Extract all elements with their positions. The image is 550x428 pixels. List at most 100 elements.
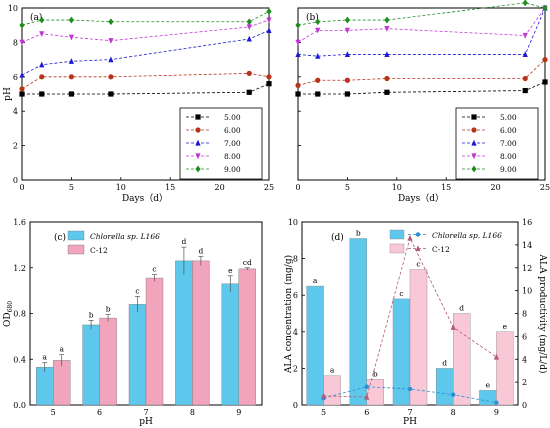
data-point — [384, 51, 390, 58]
legend-swatch-marker — [195, 139, 201, 146]
panel-c: (c) OD680 pH 0.0 0.4 0.8 1.2 1.6 5 a a 6 b b 7 c c 8 d d… — [3, 218, 263, 427]
panel-b-label: (b) — [306, 12, 319, 23]
productivity-point — [494, 400, 499, 405]
legend-marker — [415, 245, 421, 252]
legend-swatch-marker — [471, 114, 477, 120]
data-point — [266, 17, 272, 24]
legend-swatch-marker — [471, 127, 477, 133]
y2-tick-label: 12 — [522, 264, 532, 273]
data-point — [68, 58, 74, 64]
data-point — [542, 4, 548, 12]
data-point — [39, 16, 45, 24]
data-point — [384, 26, 390, 32]
significance-label: c — [399, 289, 403, 298]
y2-tick-label: 10 — [522, 287, 532, 296]
significance-label: e — [228, 266, 233, 275]
legend-label: Chlorella sp. L166 — [432, 231, 502, 240]
data-point — [344, 27, 350, 34]
x-tick-label: 7 — [143, 408, 148, 417]
legend-label: 6.00 — [500, 126, 517, 135]
y-tick-label: 0.4 — [13, 355, 26, 364]
legend-label: C-12 — [432, 245, 450, 254]
data-point — [295, 21, 301, 29]
data-point — [295, 91, 301, 97]
data-point — [108, 38, 114, 44]
data-point — [68, 34, 74, 41]
data-point — [68, 74, 74, 80]
y-tick-label: 4 — [293, 328, 298, 337]
x-tick-label: 8 — [190, 408, 195, 417]
bar — [479, 390, 497, 406]
productivity-point — [407, 386, 413, 392]
data-point — [542, 79, 548, 85]
x-tick-label: 5 — [69, 183, 74, 192]
x-tick-label: 5 — [51, 408, 56, 417]
bar — [99, 317, 117, 406]
significance-label: a — [42, 353, 47, 362]
panel-b-xlabel: Days（d） — [398, 193, 444, 204]
data-point — [522, 32, 528, 39]
bar — [145, 277, 164, 406]
y2-tick-label: 14 — [522, 241, 532, 250]
legend-label: 5.00 — [500, 113, 517, 122]
data-point — [295, 39, 301, 46]
y2-tick-label: 0 — [522, 401, 527, 410]
bar — [306, 285, 324, 406]
panel-c-xlabel: pH — [139, 417, 153, 427]
x-tick-label: 0 — [19, 183, 24, 192]
data-point — [19, 86, 25, 92]
x-tick-label: 25 — [264, 183, 274, 192]
data-point — [315, 91, 321, 97]
legend-label: 8.00 — [224, 152, 241, 161]
bar — [192, 260, 210, 406]
y-tick-label: 2 — [293, 364, 298, 373]
series-line — [297, 7, 546, 57]
productivity-point — [407, 234, 413, 241]
panel-a: (a) pH Days（d） 0 5 10 15 20 25 0 2 4 6 8 10 5.00 6.00… — [3, 4, 274, 204]
x-tick-label: 10 — [392, 183, 402, 192]
legend-label: 7.00 — [500, 139, 517, 148]
data-point — [68, 91, 74, 97]
data-point — [315, 27, 321, 34]
y-tick-label: 0 — [293, 401, 298, 410]
significance-label: c — [416, 260, 420, 269]
data-point — [108, 18, 114, 26]
y-tick-label: 10 — [288, 218, 298, 227]
significance-label: e — [486, 380, 491, 389]
data-point — [19, 91, 25, 97]
legend-label: Chlorella sp. L166 — [90, 232, 160, 241]
significance-label: a — [330, 366, 335, 375]
y-tick-label: 8 — [293, 255, 298, 264]
y-tick-label: 4 — [13, 107, 18, 116]
legend-label: 9.00 — [224, 165, 241, 174]
productivity-point — [364, 384, 369, 389]
x-tick-label: 0 — [295, 183, 300, 192]
x-tick-label: 5 — [321, 408, 326, 417]
legend-label: 8.00 — [500, 152, 517, 161]
legend-swatch-marker — [195, 165, 201, 173]
data-point — [246, 70, 252, 76]
y-tick-label: 6 — [13, 73, 18, 82]
x-tick-label: 9 — [236, 408, 241, 417]
panel-a-ylabel: pH — [3, 87, 13, 101]
data-point — [384, 75, 390, 82]
data-point — [522, 75, 528, 82]
y2-tick-label: 2 — [522, 378, 527, 387]
panel-d: (d) ALA concentration (mg/g) ALA product… — [283, 218, 548, 427]
legend-swatch-marker — [195, 153, 201, 160]
bar — [82, 324, 100, 406]
data-point — [266, 8, 272, 15]
productivity-point — [321, 392, 327, 399]
series-line — [298, 81, 546, 95]
data-point — [344, 91, 350, 97]
bar — [366, 379, 384, 406]
data-point — [246, 18, 252, 26]
x-tick-label: 15 — [165, 183, 175, 192]
bar — [128, 304, 147, 406]
series-line — [297, 2, 546, 26]
data-point — [266, 74, 272, 80]
data-point — [246, 89, 252, 95]
significance-label: b — [106, 305, 111, 314]
legend-label: C-12 — [90, 246, 108, 255]
panel-c-frame — [29, 221, 263, 406]
